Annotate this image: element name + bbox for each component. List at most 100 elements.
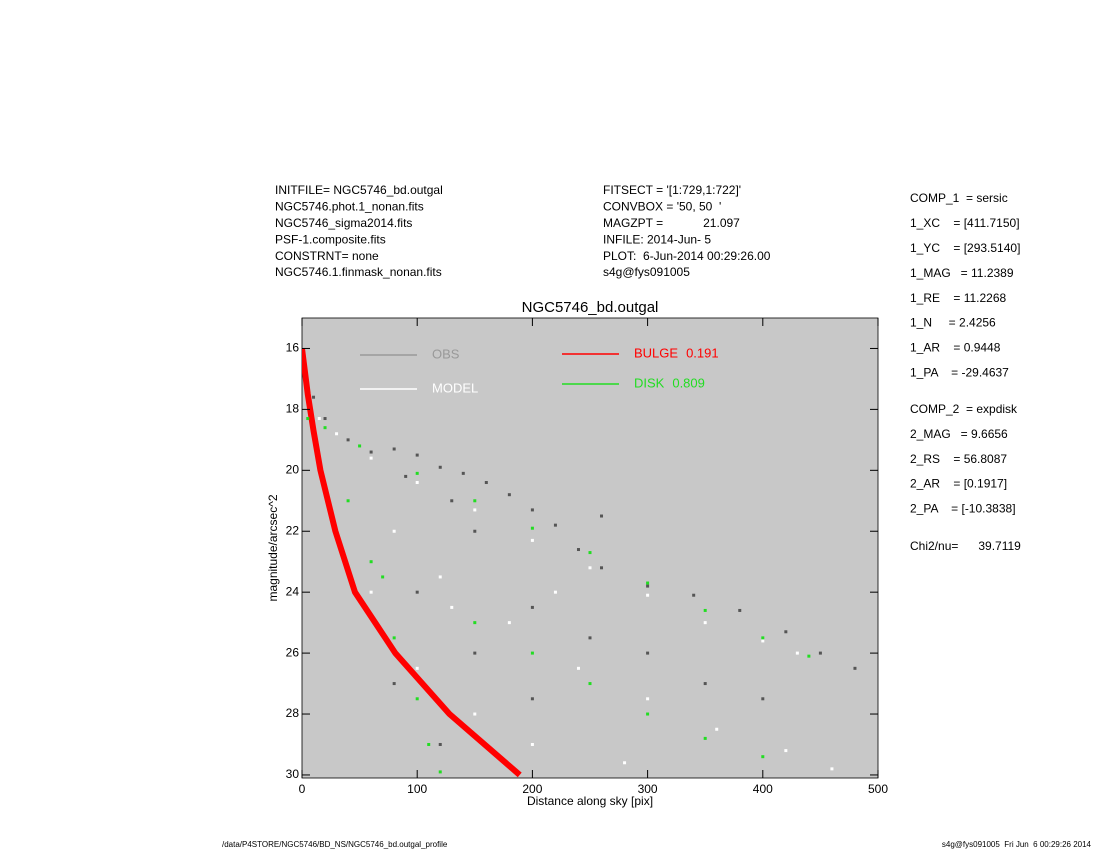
param-line: 2_PA = [-10.3838] — [910, 501, 1016, 515]
footer-left: /data/P4STORE/NGC5746/BD_NS/NGC5746_bd.o… — [222, 840, 448, 849]
y-tick-label: 26 — [286, 645, 300, 659]
param-line: 1_N = 2.4256 — [910, 316, 996, 330]
point — [530, 526, 534, 530]
param-line: COMP_1 = sersic — [910, 191, 1008, 205]
point — [415, 590, 419, 594]
y-tick-label: 30 — [286, 767, 300, 781]
point — [369, 450, 373, 454]
point — [530, 508, 534, 512]
point — [530, 742, 534, 746]
point — [415, 453, 419, 457]
point — [473, 499, 477, 503]
point — [703, 736, 707, 740]
point — [761, 755, 765, 759]
point — [818, 651, 822, 655]
point — [438, 770, 442, 774]
header-middle-line: FITSECT = '[1:729,1:722]' — [603, 183, 741, 197]
point — [530, 538, 534, 542]
param-line: 1_MAG = 11.2389 — [910, 266, 1014, 280]
point — [600, 514, 604, 518]
point — [600, 566, 604, 570]
point — [507, 493, 511, 497]
param-line: 2_AR = [0.1917] — [910, 477, 1007, 491]
point — [703, 608, 707, 612]
point — [484, 481, 488, 485]
point — [761, 697, 765, 701]
param-line: 1_PA = -29.4637 — [910, 365, 1009, 379]
point — [588, 636, 592, 640]
point — [646, 712, 650, 716]
point — [415, 666, 419, 670]
point — [576, 666, 580, 670]
plot-marks — [302, 348, 857, 778]
header-middle-line: MAGZPT = 21.097 — [603, 216, 740, 230]
header-middle-line: s4g@fys091005 — [603, 265, 690, 279]
point — [853, 666, 857, 670]
x-tick-label: 0 — [299, 782, 306, 796]
point — [392, 636, 396, 640]
point — [317, 417, 321, 421]
point — [323, 426, 327, 430]
point — [392, 447, 396, 451]
point — [404, 474, 408, 478]
point — [461, 471, 465, 475]
point — [553, 590, 557, 594]
point — [306, 417, 310, 421]
point — [473, 712, 477, 716]
point — [646, 593, 650, 597]
point — [415, 481, 419, 485]
point — [646, 651, 650, 655]
header-middle-line: PLOT: 6-Jun-2014 00:29:26.00 — [603, 249, 771, 263]
header-left-line: INITFILE= NGC5746_bd.outgal — [275, 183, 443, 197]
point — [703, 682, 707, 686]
point — [323, 417, 327, 421]
point — [392, 529, 396, 533]
point — [553, 523, 557, 527]
header-middle-line: CONVBOX = '50, 50 ' — [603, 200, 721, 214]
header-left-line: NGC5746.phot.1_nonan.fits — [275, 200, 424, 214]
point — [369, 590, 373, 594]
footer-right: s4g@fys091005 Fri Jun 6 00:29:26 2014 — [942, 840, 1092, 849]
point — [646, 697, 650, 701]
x-tick-label: 100 — [407, 782, 427, 796]
point — [530, 651, 534, 655]
point — [795, 651, 799, 655]
point — [784, 630, 788, 634]
point — [738, 608, 742, 612]
point — [692, 593, 696, 597]
point — [588, 566, 592, 570]
point — [358, 444, 362, 448]
point — [438, 575, 442, 579]
chi2: Chi2/nu= 39.7119 — [910, 539, 1021, 553]
chart-title: NGC5746_bd.outgal — [522, 299, 659, 316]
param-line: 2_MAG = 9.6656 — [910, 427, 1008, 441]
header-middle-line: INFILE: 2014-Jun- 5 — [603, 232, 711, 246]
legend-label: OBS — [432, 346, 460, 361]
point — [450, 605, 454, 609]
point — [415, 697, 419, 701]
point — [761, 639, 765, 643]
point — [312, 395, 316, 399]
y-tick-label: 24 — [286, 584, 300, 598]
x-tick-label: 400 — [753, 782, 773, 796]
header-left-line: NGC5746.1.finmask_nonan.fits — [275, 265, 442, 279]
point — [346, 499, 350, 503]
y-tick-label: 22 — [286, 523, 300, 537]
param-line: 2_RS = 56.8087 — [910, 452, 1007, 466]
point — [530, 605, 534, 609]
header-left-line: PSF-1.composite.fits — [275, 232, 386, 246]
point — [450, 499, 454, 503]
curve — [302, 348, 522, 778]
x-axis-label: Distance along sky [pix] — [527, 794, 653, 808]
param-line: COMP_2 = expdisk — [910, 402, 1018, 416]
point — [646, 581, 650, 585]
y-tick-label: 28 — [286, 706, 300, 720]
point — [427, 742, 431, 746]
x-tick-label: 500 — [868, 782, 888, 796]
header-left-line: CONSTRNT= none — [275, 249, 379, 263]
point — [369, 456, 373, 460]
y-tick-label: 20 — [286, 462, 300, 476]
param-line: 1_AR = 0.9448 — [910, 341, 1001, 355]
point — [335, 432, 339, 436]
point — [761, 636, 765, 640]
